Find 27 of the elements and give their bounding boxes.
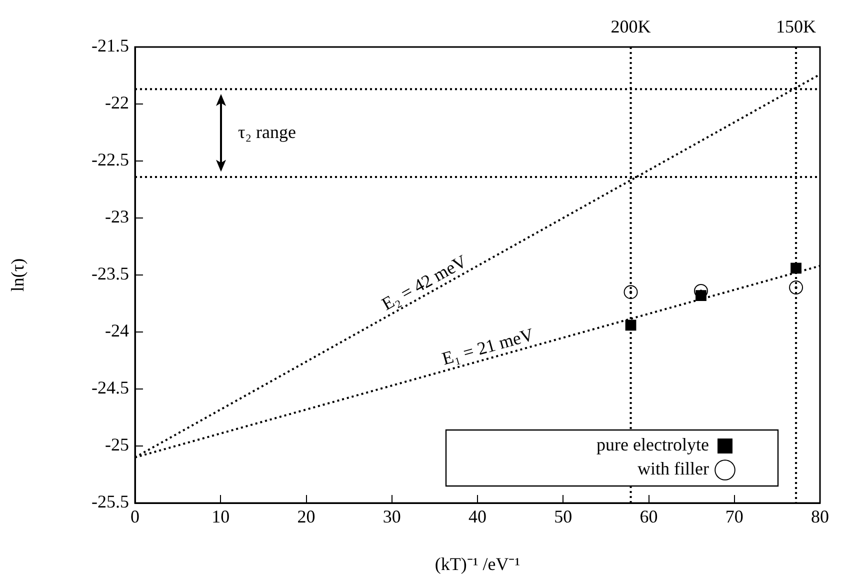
text: E₁ = 21 meV: [440, 324, 536, 369]
x-tick-label: 20: [297, 506, 316, 527]
y-tick-label: -25.5: [92, 492, 129, 512]
y-tick-label: -25: [105, 434, 129, 455]
y-tick-label: -23: [105, 206, 129, 227]
x-tick-label: 40: [468, 506, 486, 527]
x-tick-label: 50: [554, 506, 572, 527]
text: E₂ = 42 meV: [378, 250, 470, 314]
x-tick-label: 80: [811, 506, 829, 527]
y-axis-title: ln(τ): [8, 258, 28, 292]
x-tick-label: 30: [382, 506, 401, 527]
legend-label: pure electrolyte: [596, 434, 709, 455]
ref-line-label: 200K: [610, 16, 651, 37]
legend-label: with filler: [638, 458, 710, 479]
annotation: τ₂ range: [238, 122, 296, 142]
x-tick-label: 10: [212, 506, 230, 527]
y-tick-label: -22: [105, 92, 129, 113]
x-tick-label: 70: [725, 506, 744, 527]
y-tick-label: -22.5: [92, 150, 129, 170]
y-tick-label: -23.5: [92, 264, 129, 284]
ref-line-label: 150K: [776, 16, 816, 37]
x-tick-label: 60: [640, 506, 658, 527]
y-tick-label: -24: [105, 320, 129, 341]
x-axis-title: (kT)⁻¹ /eV⁻¹: [434, 554, 520, 574]
y-tick-label: -24.5: [92, 378, 129, 398]
y-tick-label: -21.5: [92, 36, 129, 56]
x-tick-label: 0: [130, 506, 140, 527]
